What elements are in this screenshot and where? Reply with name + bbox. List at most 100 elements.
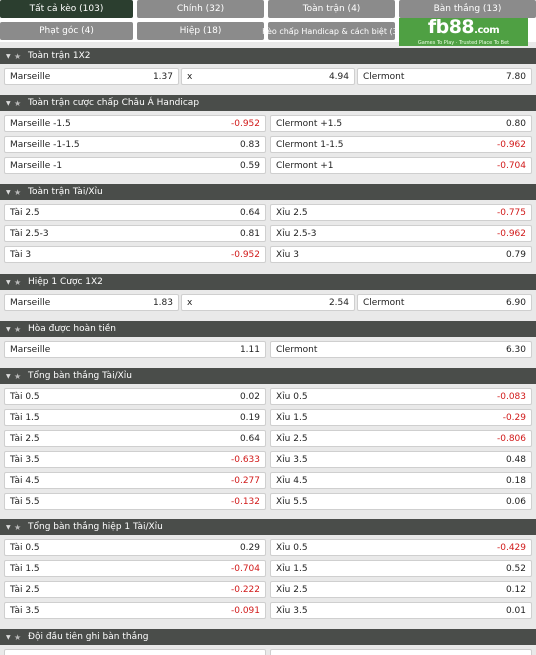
odds-cell[interactable]: Tài 2.5 -0.222 <box>4 581 266 598</box>
odds-value: -0.806 <box>496 433 526 444</box>
selection-label: Clermont +1.5 <box>276 118 343 129</box>
tab-full-time[interactable]: Toàn trận (4) <box>268 0 395 18</box>
odds-cell[interactable]: Tài 1.5 -0.704 <box>4 560 266 577</box>
odds-cell[interactable]: Xỉu 0.5 -0.083 <box>270 388 532 405</box>
odds-cell[interactable]: Xỉu 1.5 -0.29 <box>270 409 532 426</box>
favorite-star-icon[interactable]: ★ <box>14 98 22 108</box>
selection-label: Xỉu 1.5 <box>276 412 308 423</box>
section-header-first-half-1x2[interactable]: ▼ ★ Hiệp 1 Cược 1X2 <box>0 274 536 290</box>
selection-label: Tài 0.5 <box>10 542 40 553</box>
tab-handicap[interactable]: Kèo chấp Handicap & cách biệt (3) <box>262 22 401 40</box>
collapse-caret-icon[interactable]: ▼ <box>6 633 11 641</box>
favorite-star-icon[interactable]: ★ <box>14 277 22 287</box>
odds-cell[interactable]: Clermont 7.80 <box>357 68 532 85</box>
odds-cell[interactable] <box>4 649 266 655</box>
favorite-star-icon[interactable]: ★ <box>14 522 22 532</box>
collapse-caret-icon[interactable]: ▼ <box>6 278 11 286</box>
odds-value: 1.11 <box>239 344 260 355</box>
odds-value: 1.37 <box>152 71 173 82</box>
odds-value: 0.64 <box>239 433 260 444</box>
section-header-first-team-to-score[interactable]: ▼ ★ Đội đầu tiên ghi bàn thắng <box>0 629 536 645</box>
collapse-caret-icon[interactable]: ▼ <box>6 325 11 333</box>
favorite-star-icon[interactable]: ★ <box>14 324 22 334</box>
odds-cell[interactable]: Xỉu 3 0.79 <box>270 246 532 263</box>
selection-label: Xỉu 0.5 <box>276 391 308 402</box>
odds-cell[interactable]: Tài 5.5 -0.132 <box>4 493 266 510</box>
favorite-star-icon[interactable]: ★ <box>14 632 22 642</box>
odds-cell[interactable]: Clermont +1 -0.704 <box>270 157 532 174</box>
odds-cell[interactable]: Tài 2.5-3 0.81 <box>4 225 266 242</box>
odds-cell[interactable]: x 4.94 <box>181 68 355 85</box>
section-title: Toàn trận cược chấp Châu Á Handicap <box>28 98 200 108</box>
selection-label: Marseille -1 <box>10 160 63 171</box>
odds-cell[interactable]: Marseille 1.11 <box>4 341 266 358</box>
odds-cell[interactable]: Xỉu 2.5 -0.806 <box>270 430 532 447</box>
section-header-asian-handicap[interactable]: ▼ ★ Toàn trận cược chấp Châu Á Handicap <box>0 95 536 111</box>
odds-cell[interactable] <box>270 649 532 655</box>
tab-all-markets[interactable]: Tất cả kèo (103) <box>0 0 133 18</box>
odds-cell[interactable]: Marseille -1.5 -0.952 <box>4 115 266 132</box>
odds-cell[interactable]: Marseille -1 0.59 <box>4 157 266 174</box>
odds-cell[interactable]: Tài 2.5 0.64 <box>4 430 266 447</box>
collapse-caret-icon[interactable]: ▼ <box>6 523 11 531</box>
odds-cell[interactable]: Xỉu 5.5 0.06 <box>270 493 532 510</box>
section-title: Hiệp 1 Cược 1X2 <box>28 277 103 287</box>
odds-cell[interactable]: Tài 3.5 -0.633 <box>4 451 266 468</box>
odds-value: -0.277 <box>230 475 260 486</box>
odds-cell[interactable]: Tài 4.5 -0.277 <box>4 472 266 489</box>
odds-cell[interactable]: Xỉu 2.5 -0.775 <box>270 204 532 221</box>
odds-cell[interactable]: Tài 3.5 -0.091 <box>4 602 266 619</box>
odds-value: 2.54 <box>328 297 349 308</box>
section-title: Hòa được hoàn tiền <box>28 324 116 334</box>
odds-cell[interactable]: Tài 2.5 0.64 <box>4 204 266 221</box>
odds-cell[interactable]: Tài 1.5 0.19 <box>4 409 266 426</box>
odds-value: -0.952 <box>230 118 260 129</box>
selection-label: Xỉu 5.5 <box>276 496 308 507</box>
selection-label: Clermont <box>363 71 405 82</box>
selection-label: Marseille -1-1.5 <box>10 139 80 150</box>
favorite-star-icon[interactable]: ★ <box>14 51 22 61</box>
odds-cell[interactable]: x 2.54 <box>181 294 355 311</box>
section-header-draw-no-bet[interactable]: ▼ ★ Hòa được hoàn tiền <box>0 321 536 337</box>
section-header-full-time-1x2[interactable]: ▼ ★ Toàn trận 1X2 <box>0 48 536 64</box>
odds-cell[interactable]: Tài 0.5 0.29 <box>4 539 266 556</box>
tab-main[interactable]: Chính (32) <box>137 0 264 18</box>
section-header-full-time-over-under[interactable]: ▼ ★ Toàn trận Tài/Xỉu <box>0 184 536 200</box>
odds-cell[interactable]: Marseille -1-1.5 0.83 <box>4 136 266 153</box>
odds-cell[interactable]: Marseille 1.37 <box>4 68 179 85</box>
favorite-star-icon[interactable]: ★ <box>14 187 22 197</box>
tab-corners[interactable]: Phạt góc (4) <box>0 22 133 40</box>
odds-value: -0.704 <box>230 563 260 574</box>
odds-value: 0.19 <box>239 412 260 423</box>
odds-value: 0.79 <box>505 249 526 260</box>
selection-label: x <box>187 71 193 82</box>
section-header-first-half-total-goals[interactable]: ▼ ★ Tổng bàn thắng hiệp 1 Tài/Xỉu <box>0 519 536 535</box>
odds-value: -0.633 <box>230 454 260 465</box>
collapse-caret-icon[interactable]: ▼ <box>6 99 11 107</box>
favorite-star-icon[interactable]: ★ <box>14 371 22 381</box>
odds-cell[interactable]: Xỉu 1.5 0.52 <box>270 560 532 577</box>
odds-cell[interactable]: Tài 0.5 0.02 <box>4 388 266 405</box>
selection-label: Tài 3 <box>10 249 32 260</box>
section-header-total-goals-over-under[interactable]: ▼ ★ Tổng bàn thắng Tài/Xỉu <box>0 368 536 384</box>
odds-cell[interactable]: Clermont +1.5 0.80 <box>270 115 532 132</box>
collapse-caret-icon[interactable]: ▼ <box>6 372 11 380</box>
odds-cell[interactable]: Xỉu 4.5 0.18 <box>270 472 532 489</box>
selection-label: Tài 2.5 <box>10 584 40 595</box>
odds-cell[interactable]: Clermont 6.30 <box>270 341 532 358</box>
tab-half[interactable]: Hiệp (18) <box>137 22 264 40</box>
odds-cell[interactable]: Xỉu 2.5 0.12 <box>270 581 532 598</box>
odds-cell[interactable]: Clermont 1-1.5 -0.962 <box>270 136 532 153</box>
odds-cell[interactable]: Xỉu 2.5-3 -0.962 <box>270 225 532 242</box>
odds-cell[interactable]: Xỉu 3.5 0.01 <box>270 602 532 619</box>
odds-value: -0.704 <box>496 160 526 171</box>
odds-value: 0.81 <box>239 228 260 239</box>
odds-cell[interactable]: Clermont 6.90 <box>357 294 532 311</box>
odds-cell[interactable]: Tài 3 -0.952 <box>4 246 266 263</box>
odds-cell[interactable]: Xỉu 3.5 0.48 <box>270 451 532 468</box>
odds-cell[interactable]: Marseille 1.83 <box>4 294 179 311</box>
collapse-caret-icon[interactable]: ▼ <box>6 188 11 196</box>
odds-cell[interactable]: Xỉu 0.5 -0.429 <box>270 539 532 556</box>
collapse-caret-icon[interactable]: ▼ <box>6 52 11 60</box>
tab-goals[interactable]: Bàn thắng (13) <box>399 0 536 18</box>
